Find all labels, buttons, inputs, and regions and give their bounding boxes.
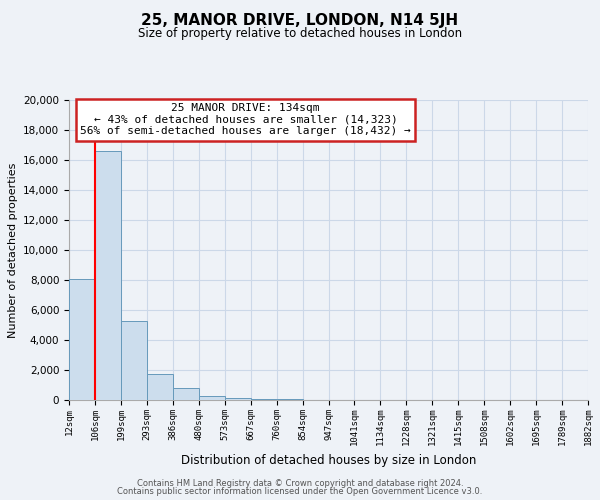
Text: 25, MANOR DRIVE, LONDON, N14 5JH: 25, MANOR DRIVE, LONDON, N14 5JH: [142, 12, 458, 28]
Bar: [121, 320, 147, 400]
Text: Contains HM Land Registry data © Crown copyright and database right 2024.: Contains HM Land Registry data © Crown c…: [137, 478, 463, 488]
Bar: [277, 399, 302, 400]
Y-axis label: Number of detached properties: Number of detached properties: [8, 162, 17, 338]
Bar: [225, 398, 251, 400]
Bar: [95, 151, 121, 400]
Text: Size of property relative to detached houses in London: Size of property relative to detached ho…: [138, 28, 462, 40]
Bar: [147, 374, 173, 400]
Text: Contains public sector information licensed under the Open Government Licence v3: Contains public sector information licen…: [118, 487, 482, 496]
Bar: [251, 398, 277, 400]
Bar: [199, 396, 224, 400]
X-axis label: Distribution of detached houses by size in London: Distribution of detached houses by size …: [181, 454, 476, 466]
Bar: [69, 278, 95, 400]
Bar: [173, 388, 199, 400]
Text: 25 MANOR DRIVE: 134sqm
← 43% of detached houses are smaller (14,323)
56% of semi: 25 MANOR DRIVE: 134sqm ← 43% of detached…: [80, 103, 411, 136]
